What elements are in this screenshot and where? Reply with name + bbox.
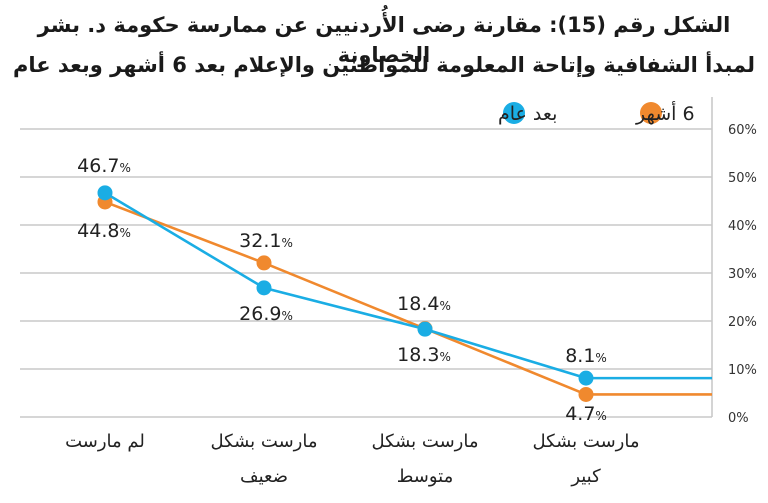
data-point	[417, 321, 433, 337]
y-tick-label: 30%	[728, 267, 757, 282]
x-category-label: مارست بشكل	[533, 431, 640, 452]
x-category-label: لم مارست	[65, 431, 145, 452]
x-category-label: متوسط	[397, 466, 454, 487]
y-tick-label: 20%	[728, 315, 757, 330]
data-label: 26.9%	[239, 303, 293, 325]
gridlines	[20, 128, 712, 418]
chart-title-line-1: الشكل رقم (15): مقارنة رضى الأُردنيين عن…	[37, 13, 731, 67]
data-label: 44.8%	[77, 220, 131, 242]
legend: 6 أشهر بعد عام	[498, 101, 695, 125]
y-tick-label: 10%	[728, 363, 757, 378]
data-point	[256, 280, 272, 296]
data-label: 32.1%	[239, 230, 293, 252]
data-label: 18.4%	[397, 293, 451, 315]
legend-label: بعد عام	[498, 103, 557, 125]
data-point	[256, 255, 272, 271]
x-category-label: ضعيف	[240, 466, 288, 487]
chart-title-line-2: لمبدأ الشفافية وإتاحة المعلومة للمواطنين…	[13, 53, 755, 77]
x-category-label: كبير	[570, 466, 601, 487]
y-tick-label: 40%	[728, 219, 757, 234]
data-label: 8.1%	[565, 345, 607, 367]
data-labels: 46.7% 44.8% 32.1% 26.9% 18.4% 18.3% 8.1% 4.7%	[77, 155, 607, 425]
data-label: 46.7%	[77, 155, 131, 177]
data-points	[97, 185, 594, 402]
data-label: 4.7%	[565, 403, 607, 425]
x-axis-categories: لم مارست مارست بشكل ضعيف مارست بشكل متوسط مار…	[65, 431, 639, 487]
y-tick-label: 50%	[728, 171, 757, 186]
legend-marker	[640, 102, 662, 124]
y-tick-label: 0%	[728, 411, 749, 426]
data-point	[578, 370, 594, 386]
y-tick-label: 60%	[728, 123, 757, 138]
x-category-label: مارست بشكل	[211, 431, 318, 452]
data-point	[97, 185, 113, 201]
legend-label: 6 أشهر	[635, 101, 695, 125]
data-label: 18.3%	[397, 344, 451, 366]
x-category-label: مارست بشكل	[372, 431, 479, 452]
legend-marker	[503, 102, 525, 124]
y-axis: 0% 10% 20% 30% 40% 50% 60%	[711, 97, 757, 426]
data-point	[578, 386, 594, 402]
